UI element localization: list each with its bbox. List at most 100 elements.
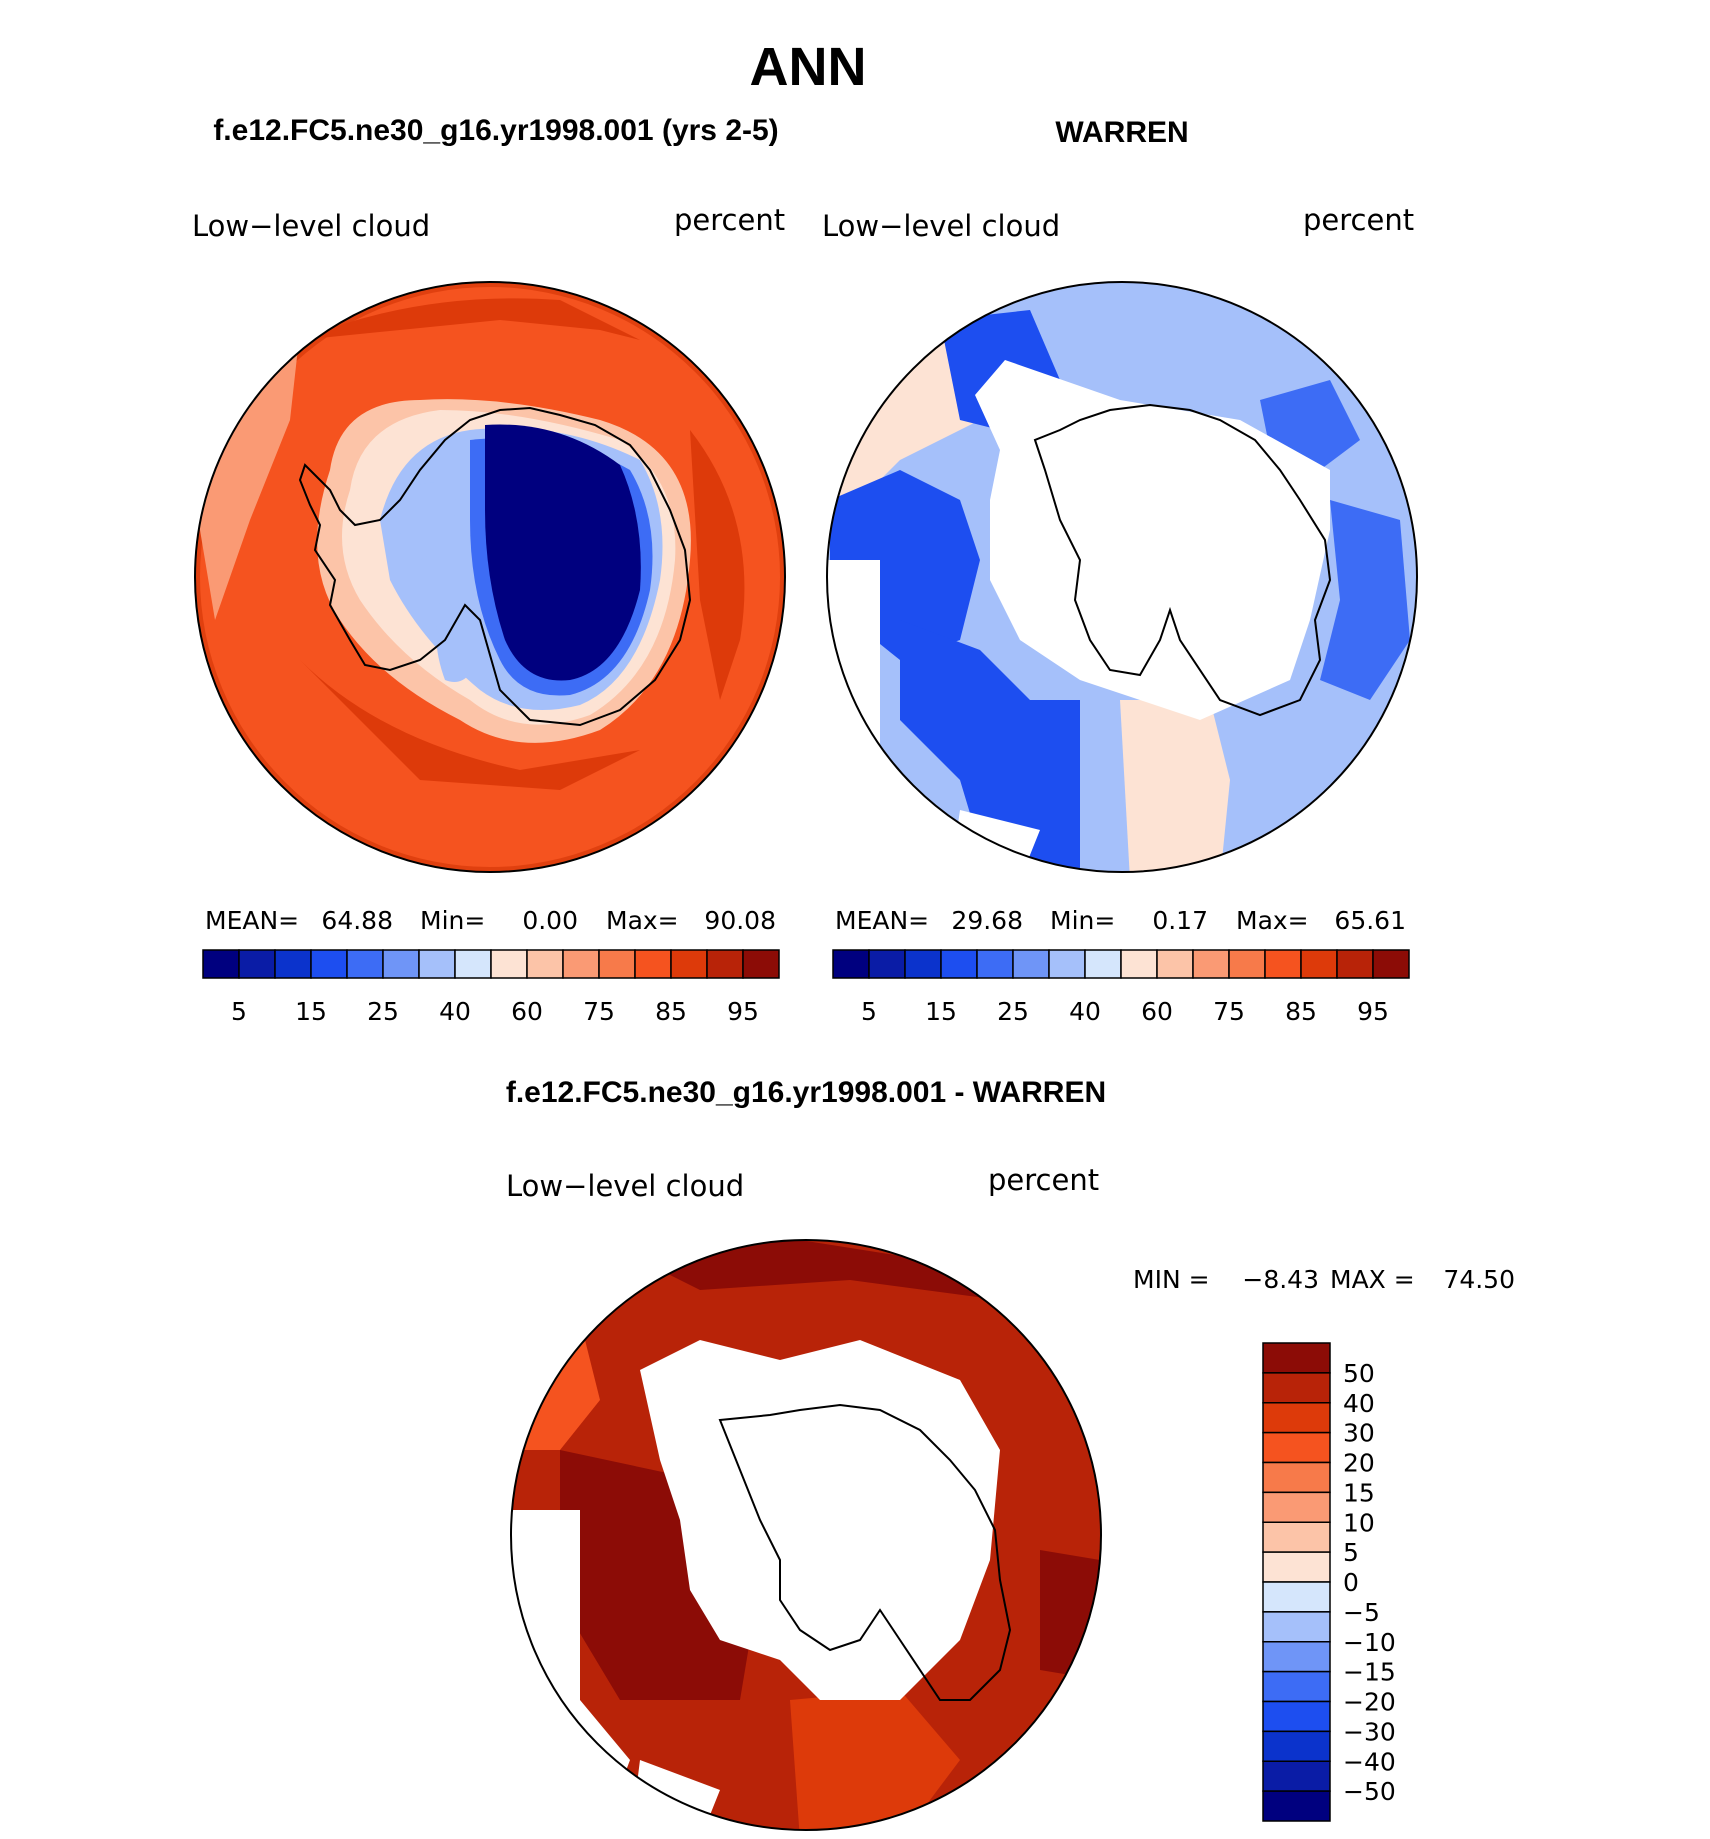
panel-1-units-label: percent bbox=[674, 203, 785, 237]
colorbar-box bbox=[202, 949, 240, 979]
colorbar-box bbox=[1262, 1670, 1331, 1703]
colorbar-box bbox=[1156, 949, 1194, 979]
colorbar-tick-label: 85 bbox=[655, 997, 687, 1026]
colorbar-tick-label: 40 bbox=[439, 997, 471, 1026]
panel-1-mean-label: MEAN= bbox=[205, 906, 299, 935]
colorbar-tick-label: −10 bbox=[1343, 1628, 1396, 1657]
colorbar-box bbox=[1192, 949, 1230, 979]
panel-3-max-value: 74.50 bbox=[1443, 1265, 1515, 1294]
colorbar-box bbox=[1012, 949, 1050, 979]
colorbar-tick-label: −40 bbox=[1343, 1747, 1396, 1776]
colorbar-box bbox=[706, 949, 744, 979]
colorbar-tick-label: −15 bbox=[1343, 1658, 1396, 1687]
colorbar-box bbox=[1262, 1581, 1331, 1613]
colorbar-box bbox=[310, 949, 348, 979]
panel-2-colorbar: 5 15 25 40 60 75 85 95 bbox=[832, 949, 1410, 1026]
colorbar-tick-label: 20 bbox=[1343, 1449, 1375, 1478]
colorbar-tick-label: 30 bbox=[1343, 1419, 1375, 1448]
panel-1-min-value: 0.00 bbox=[522, 906, 578, 935]
panel-2-mean-label: MEAN= bbox=[835, 906, 929, 935]
colorbar-tick-label: 25 bbox=[997, 997, 1029, 1026]
colorbar-box bbox=[1262, 1491, 1331, 1523]
colorbar-tick-label: 50 bbox=[1343, 1359, 1375, 1388]
panel-2-max-label: Max= bbox=[1236, 906, 1309, 935]
panel-2-min-value: 0.17 bbox=[1152, 906, 1208, 935]
panel-1-max-label: Max= bbox=[606, 906, 679, 935]
panel-3-max-label: MAX = bbox=[1330, 1265, 1415, 1294]
colorbar-box bbox=[1262, 1402, 1331, 1434]
colorbar-box bbox=[1228, 949, 1266, 979]
colorbar-box bbox=[1262, 1521, 1331, 1553]
figure-title: ANN bbox=[750, 37, 867, 97]
panel-2-mean-value: 29.68 bbox=[951, 906, 1023, 935]
colorbar-tick-label: −30 bbox=[1343, 1717, 1396, 1746]
colorbar-box bbox=[634, 949, 672, 979]
panel-1-max-value: 90.08 bbox=[704, 906, 776, 935]
colorbar-box bbox=[238, 949, 276, 979]
colorbar-box bbox=[904, 949, 942, 979]
colorbar-tick-label: 40 bbox=[1343, 1389, 1375, 1418]
panel-1-stats: MEAN= 64.88 Min= 0.00 Max= 90.08 bbox=[205, 906, 776, 935]
colorbar-box bbox=[1372, 949, 1410, 979]
colorbar-box bbox=[670, 949, 708, 979]
colorbar-tick-label: 75 bbox=[583, 997, 615, 1026]
colorbar-tick-label: 40 bbox=[1069, 997, 1101, 1026]
colorbar-box bbox=[1262, 1700, 1331, 1733]
colorbar-box bbox=[562, 949, 600, 979]
colorbar-box bbox=[1262, 1461, 1331, 1494]
colorbar-tick-label: 75 bbox=[1213, 997, 1245, 1026]
colorbar-box bbox=[1048, 949, 1086, 979]
panel-2-heading: WARREN bbox=[1055, 116, 1188, 149]
colorbar-box bbox=[418, 949, 456, 979]
panel-3-heading: f.e12.FC5.ne30_g16.yr1998.001 - WARREN bbox=[506, 1076, 1106, 1109]
colorbar-box bbox=[742, 949, 780, 979]
colorbar-box bbox=[1120, 949, 1158, 979]
colorbar-tick-label: 10 bbox=[1343, 1508, 1375, 1537]
panel-1-heading: f.e12.FC5.ne30_g16.yr1998.001 (yrs 2-5) bbox=[213, 114, 778, 147]
panel-2-map bbox=[827, 282, 1417, 872]
colorbar-box bbox=[274, 949, 312, 979]
colorbar-box bbox=[940, 949, 978, 979]
colorbar-tick-label: −50 bbox=[1343, 1777, 1396, 1806]
colorbar-box bbox=[1262, 1641, 1331, 1673]
panel-3-units-label: percent bbox=[988, 1163, 1099, 1197]
colorbar-tick-label: 25 bbox=[367, 997, 399, 1026]
colorbar-box bbox=[346, 949, 384, 979]
colorbar-tick-label: −5 bbox=[1343, 1598, 1380, 1627]
panel-1-mean-value: 64.88 bbox=[321, 906, 393, 935]
colorbar-tick-label: −20 bbox=[1343, 1688, 1396, 1717]
colorbar-tick-label: 5 bbox=[861, 997, 877, 1026]
panel-3-min-label: MIN = bbox=[1133, 1265, 1210, 1294]
colorbar-tick-label: 5 bbox=[231, 997, 247, 1026]
colorbar-box bbox=[598, 949, 636, 979]
colorbar-tick-label: 15 bbox=[1343, 1478, 1375, 1507]
colorbar-box bbox=[382, 949, 420, 979]
colorbar-box bbox=[1262, 1372, 1331, 1404]
panel-2-map-border bbox=[826, 281, 1418, 873]
colorbar-tick-label: 0 bbox=[1343, 1568, 1359, 1597]
panel-2-max-value: 65.61 bbox=[1334, 906, 1406, 935]
colorbar-tick-label: 15 bbox=[925, 997, 957, 1026]
colorbar-box bbox=[1264, 949, 1302, 979]
colorbar-tick-label: 15 bbox=[295, 997, 327, 1026]
panel-2-stats: MEAN= 29.68 Min= 0.17 Max= 65.61 bbox=[835, 906, 1406, 935]
panel-1-map bbox=[195, 282, 785, 872]
panel-2-min-label: Min= bbox=[1050, 906, 1115, 935]
colorbar-tick-label: 5 bbox=[1343, 1538, 1359, 1567]
panel-3-min-value: −8.43 bbox=[1242, 1265, 1319, 1294]
colorbar-tick-label: 60 bbox=[511, 997, 543, 1026]
panel-1-field-label: Low−level cloud bbox=[192, 209, 430, 243]
colorbar-tick-label: 95 bbox=[727, 997, 759, 1026]
panel-1-colorbar: 5 15 25 40 60 75 85 95 bbox=[202, 949, 780, 1026]
colorbar-box bbox=[526, 949, 564, 979]
panel-3-map bbox=[511, 1240, 1101, 1830]
colorbar-box bbox=[1262, 1431, 1331, 1464]
colorbar-box bbox=[490, 949, 528, 979]
colorbar-box bbox=[1262, 1730, 1331, 1762]
colorbar-box bbox=[1262, 1760, 1331, 1792]
panel-1-map-border bbox=[194, 281, 786, 873]
colorbar-box bbox=[454, 949, 492, 979]
colorbar-box bbox=[1262, 1551, 1331, 1583]
